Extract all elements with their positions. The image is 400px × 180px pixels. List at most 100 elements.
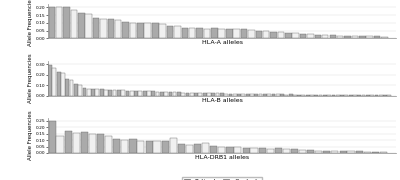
- Bar: [241, 94, 245, 96]
- Bar: [198, 93, 202, 96]
- Bar: [190, 93, 194, 96]
- Bar: [186, 145, 193, 153]
- Bar: [272, 94, 275, 96]
- Bar: [242, 148, 250, 153]
- Bar: [299, 150, 306, 153]
- Bar: [122, 22, 129, 38]
- Bar: [78, 85, 82, 96]
- Bar: [327, 95, 331, 96]
- Bar: [233, 94, 236, 96]
- Bar: [246, 94, 250, 96]
- Bar: [276, 94, 280, 96]
- Bar: [48, 7, 55, 38]
- Bar: [263, 94, 267, 96]
- Bar: [291, 149, 298, 153]
- Bar: [189, 28, 195, 38]
- Bar: [319, 95, 322, 96]
- Bar: [100, 19, 107, 38]
- Bar: [108, 90, 112, 96]
- Bar: [331, 151, 338, 153]
- Bar: [210, 146, 217, 153]
- Bar: [160, 92, 164, 96]
- Bar: [74, 84, 78, 96]
- Bar: [366, 95, 370, 96]
- Bar: [358, 95, 361, 96]
- Bar: [370, 95, 374, 96]
- Bar: [216, 93, 220, 96]
- Bar: [283, 149, 290, 153]
- Bar: [48, 65, 52, 96]
- Bar: [366, 36, 373, 38]
- Bar: [81, 132, 88, 153]
- Bar: [56, 136, 64, 153]
- Bar: [52, 68, 56, 96]
- Bar: [323, 95, 327, 96]
- Bar: [130, 91, 134, 96]
- Bar: [168, 92, 172, 96]
- Bar: [379, 95, 382, 96]
- Bar: [194, 144, 201, 153]
- X-axis label: HLA-A alleles: HLA-A alleles: [202, 40, 242, 45]
- Bar: [182, 28, 188, 38]
- Bar: [78, 13, 85, 38]
- Bar: [356, 151, 363, 153]
- Bar: [344, 95, 348, 96]
- Bar: [359, 36, 366, 38]
- Bar: [170, 138, 177, 153]
- Bar: [344, 36, 351, 38]
- Bar: [381, 37, 388, 38]
- Bar: [374, 36, 380, 38]
- Bar: [315, 35, 321, 38]
- Bar: [48, 121, 56, 153]
- Bar: [203, 93, 207, 96]
- Bar: [73, 133, 80, 153]
- Bar: [218, 147, 225, 153]
- Bar: [115, 20, 122, 38]
- Bar: [387, 95, 391, 96]
- Bar: [129, 139, 136, 153]
- Bar: [196, 28, 203, 38]
- Bar: [113, 139, 120, 153]
- Bar: [207, 93, 211, 96]
- Bar: [112, 90, 116, 96]
- Bar: [156, 92, 159, 96]
- Bar: [57, 72, 61, 96]
- Bar: [61, 73, 65, 96]
- Bar: [292, 33, 299, 38]
- Bar: [121, 90, 125, 96]
- Bar: [134, 91, 138, 96]
- Bar: [307, 150, 314, 153]
- Bar: [137, 23, 144, 38]
- Bar: [372, 152, 379, 153]
- Bar: [147, 91, 151, 96]
- Bar: [220, 93, 224, 96]
- Bar: [105, 136, 112, 153]
- Bar: [194, 93, 198, 96]
- Bar: [315, 151, 322, 153]
- Bar: [126, 91, 129, 96]
- Bar: [138, 91, 142, 96]
- Bar: [347, 151, 354, 153]
- Bar: [65, 131, 72, 153]
- Bar: [289, 94, 292, 96]
- Bar: [144, 23, 151, 38]
- Bar: [336, 95, 340, 96]
- Bar: [204, 29, 210, 38]
- Bar: [364, 152, 371, 153]
- Bar: [162, 141, 169, 153]
- Bar: [314, 95, 318, 96]
- Bar: [100, 89, 104, 96]
- Bar: [130, 23, 136, 38]
- Bar: [121, 140, 128, 153]
- Bar: [117, 90, 121, 96]
- Bar: [254, 94, 258, 96]
- Bar: [152, 23, 158, 38]
- Bar: [297, 94, 301, 96]
- Bar: [137, 141, 144, 153]
- Bar: [306, 95, 310, 96]
- Bar: [97, 134, 104, 153]
- Bar: [178, 144, 185, 153]
- Bar: [151, 91, 155, 96]
- Bar: [202, 143, 209, 153]
- Bar: [233, 29, 240, 38]
